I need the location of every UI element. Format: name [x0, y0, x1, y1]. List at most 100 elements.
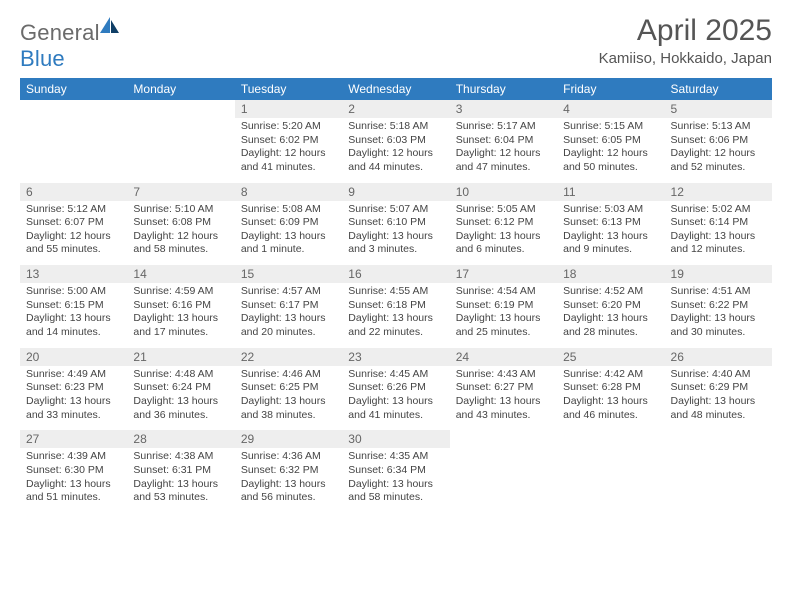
sunrise-text: Sunrise: 5:00 AM [26, 285, 121, 299]
daylight-text: Daylight: 13 hours and 56 minutes. [241, 478, 336, 505]
calendar-cell [127, 100, 234, 183]
day-number: 28 [127, 430, 234, 448]
daylight-text: Daylight: 13 hours and 46 minutes. [563, 395, 658, 422]
day-content: Sunrise: 4:45 AMSunset: 6:26 PMDaylight:… [342, 366, 449, 431]
sunrise-text: Sunrise: 5:10 AM [133, 203, 228, 217]
day-content: Sunrise: 4:46 AMSunset: 6:25 PMDaylight:… [235, 366, 342, 431]
day-content: Sunrise: 5:20 AMSunset: 6:02 PMDaylight:… [235, 118, 342, 183]
day-content: Sunrise: 4:42 AMSunset: 6:28 PMDaylight:… [557, 366, 664, 431]
daylight-text: Daylight: 13 hours and 6 minutes. [456, 230, 551, 257]
daylight-text: Daylight: 13 hours and 48 minutes. [671, 395, 766, 422]
day-number: 13 [20, 265, 127, 283]
sunset-text: Sunset: 6:25 PM [241, 381, 336, 395]
sunset-text: Sunset: 6:02 PM [241, 134, 336, 148]
sunset-text: Sunset: 6:28 PM [563, 381, 658, 395]
daylight-text: Daylight: 13 hours and 36 minutes. [133, 395, 228, 422]
day-content: Sunrise: 5:13 AMSunset: 6:06 PMDaylight:… [665, 118, 772, 183]
sunrise-text: Sunrise: 5:13 AM [671, 120, 766, 134]
location: Kamiiso, Hokkaido, Japan [599, 50, 772, 67]
daylight-text: Daylight: 12 hours and 58 minutes. [133, 230, 228, 257]
calendar-cell: 24Sunrise: 4:43 AMSunset: 6:27 PMDayligh… [450, 348, 557, 431]
calendar-cell: 13Sunrise: 5:00 AMSunset: 6:15 PMDayligh… [20, 265, 127, 348]
sunset-text: Sunset: 6:13 PM [563, 216, 658, 230]
day-number: 9 [342, 183, 449, 201]
sunset-text: Sunset: 6:29 PM [671, 381, 766, 395]
sunrise-text: Sunrise: 4:43 AM [456, 368, 551, 382]
sunrise-text: Sunrise: 4:59 AM [133, 285, 228, 299]
sunset-text: Sunset: 6:17 PM [241, 299, 336, 313]
sunrise-text: Sunrise: 5:05 AM [456, 203, 551, 217]
day-number: 16 [342, 265, 449, 283]
daylight-text: Daylight: 13 hours and 22 minutes. [348, 312, 443, 339]
calendar-cell: 16Sunrise: 4:55 AMSunset: 6:18 PMDayligh… [342, 265, 449, 348]
sunrise-text: Sunrise: 5:07 AM [348, 203, 443, 217]
calendar-cell: 15Sunrise: 4:57 AMSunset: 6:17 PMDayligh… [235, 265, 342, 348]
calendar-cell: 25Sunrise: 4:42 AMSunset: 6:28 PMDayligh… [557, 348, 664, 431]
sunrise-text: Sunrise: 4:40 AM [671, 368, 766, 382]
calendar-cell: 3Sunrise: 5:17 AMSunset: 6:04 PMDaylight… [450, 100, 557, 183]
weekday-header: Friday [557, 78, 664, 100]
day-number: 2 [342, 100, 449, 118]
sunrise-text: Sunrise: 4:54 AM [456, 285, 551, 299]
day-content: Sunrise: 4:36 AMSunset: 6:32 PMDaylight:… [235, 448, 342, 513]
calendar-cell: 10Sunrise: 5:05 AMSunset: 6:12 PMDayligh… [450, 183, 557, 266]
sunrise-text: Sunrise: 4:46 AM [241, 368, 336, 382]
calendar-cell: 27Sunrise: 4:39 AMSunset: 6:30 PMDayligh… [20, 430, 127, 513]
calendar-header-row: SundayMondayTuesdayWednesdayThursdayFrid… [20, 78, 772, 100]
calendar-cell: 28Sunrise: 4:38 AMSunset: 6:31 PMDayligh… [127, 430, 234, 513]
day-number: 4 [557, 100, 664, 118]
day-number: 14 [127, 265, 234, 283]
calendar-cell: 7Sunrise: 5:10 AMSunset: 6:08 PMDaylight… [127, 183, 234, 266]
day-content: Sunrise: 4:52 AMSunset: 6:20 PMDaylight:… [557, 283, 664, 348]
daylight-text: Daylight: 12 hours and 41 minutes. [241, 147, 336, 174]
calendar-cell: 11Sunrise: 5:03 AMSunset: 6:13 PMDayligh… [557, 183, 664, 266]
daylight-text: Daylight: 13 hours and 25 minutes. [456, 312, 551, 339]
calendar-cell: 23Sunrise: 4:45 AMSunset: 6:26 PMDayligh… [342, 348, 449, 431]
calendar-cell: 2Sunrise: 5:18 AMSunset: 6:03 PMDaylight… [342, 100, 449, 183]
logo: GeneralBlue [20, 20, 121, 72]
calendar-cell [20, 100, 127, 183]
title-block: April 2025 Kamiiso, Hokkaido, Japan [599, 14, 772, 67]
day-number: 7 [127, 183, 234, 201]
day-content: Sunrise: 5:08 AMSunset: 6:09 PMDaylight:… [235, 201, 342, 266]
sunset-text: Sunset: 6:04 PM [456, 134, 551, 148]
sunset-text: Sunset: 6:09 PM [241, 216, 336, 230]
calendar-cell: 8Sunrise: 5:08 AMSunset: 6:09 PMDaylight… [235, 183, 342, 266]
day-content: Sunrise: 4:55 AMSunset: 6:18 PMDaylight:… [342, 283, 449, 348]
day-number: 19 [665, 265, 772, 283]
sunset-text: Sunset: 6:32 PM [241, 464, 336, 478]
sunrise-text: Sunrise: 5:03 AM [563, 203, 658, 217]
day-number: 29 [235, 430, 342, 448]
day-content: Sunrise: 5:17 AMSunset: 6:04 PMDaylight:… [450, 118, 557, 183]
calendar-cell: 5Sunrise: 5:13 AMSunset: 6:06 PMDaylight… [665, 100, 772, 183]
calendar-week: 1Sunrise: 5:20 AMSunset: 6:02 PMDaylight… [20, 100, 772, 183]
calendar-week: 20Sunrise: 4:49 AMSunset: 6:23 PMDayligh… [20, 348, 772, 431]
day-content: Sunrise: 4:49 AMSunset: 6:23 PMDaylight:… [20, 366, 127, 431]
calendar-cell: 19Sunrise: 4:51 AMSunset: 6:22 PMDayligh… [665, 265, 772, 348]
calendar-week: 6Sunrise: 5:12 AMSunset: 6:07 PMDaylight… [20, 183, 772, 266]
sunrise-text: Sunrise: 4:36 AM [241, 450, 336, 464]
day-number: 6 [20, 183, 127, 201]
sunset-text: Sunset: 6:31 PM [133, 464, 228, 478]
sunrise-text: Sunrise: 5:20 AM [241, 120, 336, 134]
day-content: Sunrise: 5:07 AMSunset: 6:10 PMDaylight:… [342, 201, 449, 266]
calendar-cell: 4Sunrise: 5:15 AMSunset: 6:05 PMDaylight… [557, 100, 664, 183]
sunset-text: Sunset: 6:15 PM [26, 299, 121, 313]
day-content: Sunrise: 5:15 AMSunset: 6:05 PMDaylight:… [557, 118, 664, 183]
sunset-text: Sunset: 6:18 PM [348, 299, 443, 313]
day-number: 11 [557, 183, 664, 201]
day-content: Sunrise: 4:54 AMSunset: 6:19 PMDaylight:… [450, 283, 557, 348]
day-content: Sunrise: 4:51 AMSunset: 6:22 PMDaylight:… [665, 283, 772, 348]
calendar-cell [665, 430, 772, 513]
sunset-text: Sunset: 6:03 PM [348, 134, 443, 148]
daylight-text: Daylight: 13 hours and 17 minutes. [133, 312, 228, 339]
sunrise-text: Sunrise: 5:18 AM [348, 120, 443, 134]
day-number: 24 [450, 348, 557, 366]
day-content: Sunrise: 5:00 AMSunset: 6:15 PMDaylight:… [20, 283, 127, 348]
day-number: 8 [235, 183, 342, 201]
day-content: Sunrise: 4:40 AMSunset: 6:29 PMDaylight:… [665, 366, 772, 431]
calendar-cell: 22Sunrise: 4:46 AMSunset: 6:25 PMDayligh… [235, 348, 342, 431]
sunrise-text: Sunrise: 5:12 AM [26, 203, 121, 217]
sunset-text: Sunset: 6:30 PM [26, 464, 121, 478]
page: GeneralBlue April 2025 Kamiiso, Hokkaido… [0, 0, 792, 513]
